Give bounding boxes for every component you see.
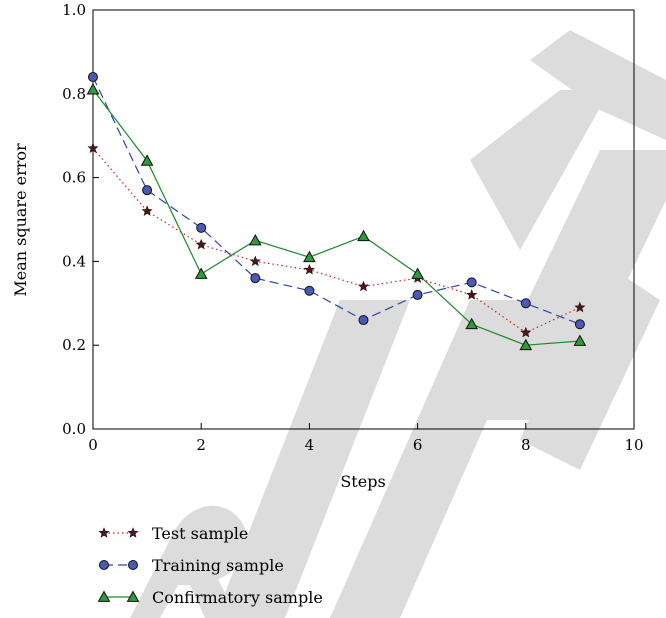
y-axis: 0.0 0.2 0.4 0.6 0.8 1.0: [62, 1, 99, 438]
legend-item: Confirmatory sample: [97, 588, 323, 607]
data-point: [358, 315, 369, 326]
legend-label: Test sample: [152, 524, 248, 543]
data-point: [86, 83, 100, 95]
data-point: [196, 222, 207, 233]
series-1: [88, 72, 585, 330]
x-tick-label: 10: [624, 436, 643, 454]
data-point: [88, 72, 98, 83]
y-tick-label: 0.8: [62, 85, 86, 103]
data-point: [520, 298, 531, 309]
series-2: [86, 83, 587, 351]
data-point: [520, 326, 532, 338]
data-point: [411, 267, 424, 279]
y-axis-label: Mean square error: [11, 143, 30, 297]
data-point: [194, 267, 208, 279]
x-axis: 0 2 4 6 8 10: [88, 423, 644, 454]
data-point: [140, 154, 154, 166]
legend-label: Confirmatory sample: [152, 588, 323, 607]
legend: Test sample Training sample Confirmatory s…: [97, 524, 323, 607]
data-point: [141, 205, 153, 216]
plot-frame: [92, 9, 635, 430]
data-point: [357, 280, 370, 292]
data-point: [573, 334, 587, 346]
x-tick-label: 4: [305, 436, 315, 454]
x-tick-label: 8: [521, 436, 531, 454]
legend-marker: [128, 560, 138, 570]
legend-marker: [97, 590, 111, 602]
data-point: [357, 229, 370, 242]
legend-item: Training sample: [99, 556, 284, 575]
legend-marker: [99, 560, 109, 570]
y-tick-label: 1.0: [62, 1, 86, 19]
data-point: [574, 301, 586, 313]
data-point: [466, 289, 478, 300]
retracted-watermark: [130, 30, 666, 618]
x-axis-label: Steps: [340, 472, 385, 491]
data-point: [304, 285, 315, 296]
data-point: [248, 233, 262, 246]
series-line: [92, 76, 581, 325]
data-point: [466, 277, 477, 288]
data-point: [142, 185, 153, 196]
y-tick-label: 0.2: [62, 336, 86, 354]
data-point: [87, 142, 99, 153]
x-tick-label: 6: [413, 436, 423, 454]
data-point: [249, 255, 261, 267]
legend-marker: [98, 527, 110, 538]
data-point: [195, 238, 207, 250]
legend-marker: [126, 590, 140, 602]
y-tick-label: 0.4: [62, 252, 86, 270]
x-tick-label: 0: [88, 436, 98, 454]
x-tick-label: 2: [196, 436, 206, 454]
series-line: [92, 89, 580, 346]
data-point: [519, 338, 533, 351]
y-tick-label: 0.6: [62, 169, 86, 187]
data-point: [303, 263, 315, 275]
legend-item: Test sample: [98, 524, 248, 543]
data-point: [412, 289, 423, 300]
data-point: [250, 273, 261, 284]
data-point: [465, 317, 479, 330]
y-tick-label: 0.0: [62, 420, 86, 438]
legend-label: Training sample: [152, 556, 284, 575]
series-layer: [86, 72, 587, 351]
data-point: [303, 250, 316, 263]
legend-marker: [127, 527, 139, 538]
data-point: [574, 319, 585, 330]
